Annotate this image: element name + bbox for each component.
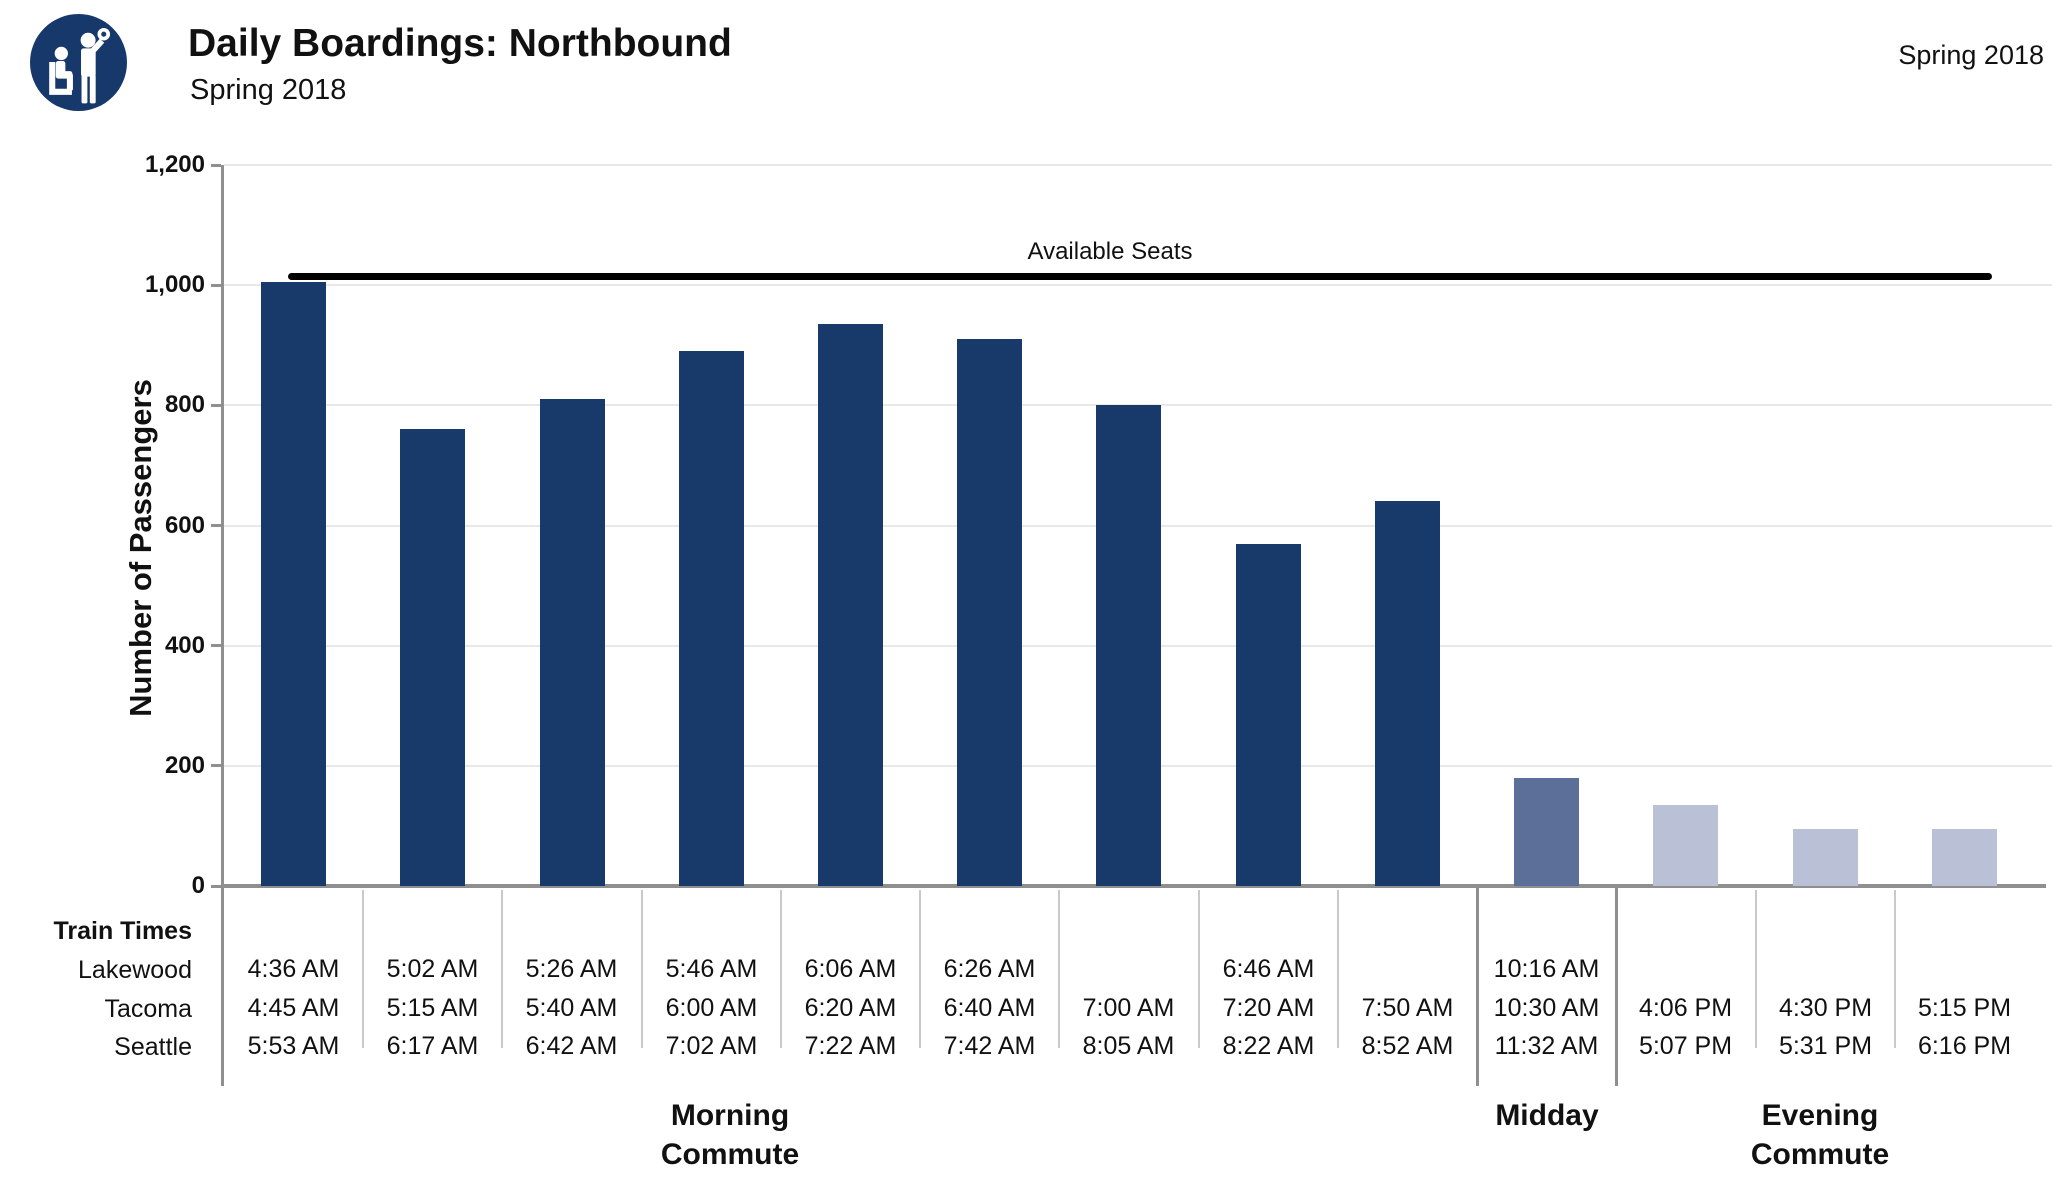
time-cell: 6:40 AM: [943, 994, 1036, 1022]
gridline: [224, 164, 2052, 166]
bar-morning-5: [818, 324, 883, 886]
time-cell: 8:52 AM: [1361, 1032, 1454, 1060]
row-label-seattle: Seattle: [114, 1033, 192, 1061]
group-divider: [1615, 886, 1618, 1086]
group-label-evening-commute: Evening Commute: [1750, 1099, 1890, 1171]
bar-morning-6: [957, 339, 1022, 886]
y-tick-mark: [211, 163, 221, 167]
column-divider: [780, 890, 782, 1048]
passenger-figures: [49, 27, 111, 104]
row-label-tacoma: Tacoma: [104, 995, 192, 1023]
bar-morning-4: [679, 351, 744, 886]
bar-morning-1: [261, 282, 326, 886]
group-divider: [1476, 886, 1479, 1086]
y-tick-label: 1,000: [144, 271, 205, 299]
time-cell: 7:22 AM: [804, 1032, 897, 1060]
column-divider: [1058, 890, 1060, 1048]
time-cell: 7:02 AM: [665, 1032, 758, 1060]
time-cell: 4:06 PM: [1638, 994, 1733, 1022]
y-tick-mark: [211, 884, 221, 888]
y-tick-mark: [211, 524, 221, 527]
bar-evening-12: [1793, 829, 1858, 886]
bar-morning-3: [540, 399, 605, 886]
y-tick-label: 600: [164, 511, 205, 539]
time-cell: 5:31 PM: [1778, 1032, 1873, 1060]
y-tick-mark: [211, 764, 221, 768]
time-cell: 5:15 AM: [386, 994, 479, 1022]
time-cell: 6:26 AM: [943, 955, 1036, 983]
time-cell: 5:07 PM: [1638, 1032, 1733, 1060]
bar-evening-11: [1653, 805, 1718, 886]
time-cell: 5:53 AM: [247, 1032, 340, 1060]
group-label-midday: Midday: [1495, 1099, 1599, 1132]
y-tick-label: 1,200: [144, 151, 205, 178]
page-title: Daily Boardings: Northbound: [188, 22, 732, 65]
y-tick-mark: [211, 403, 221, 407]
time-cell: 6:00 AM: [665, 994, 758, 1022]
corner-season-label: Spring 2018: [1898, 40, 2044, 70]
bar-morning-8: [1236, 544, 1301, 886]
time-cell: 6:42 AM: [525, 1032, 618, 1060]
y-axis-line: [221, 165, 224, 1086]
bar-morning-2: [400, 429, 465, 886]
y-tick-label: 800: [164, 391, 205, 419]
time-cell: 10:30 AM: [1493, 994, 1600, 1022]
time-cell: 5:46 AM: [665, 955, 758, 983]
time-cell: 4:30 PM: [1778, 994, 1873, 1022]
y-tick-mark: [211, 283, 221, 287]
time-cell: 5:26 AM: [525, 955, 618, 983]
transit-logo: [30, 14, 127, 111]
available-seats-label: Available Seats: [1027, 238, 1193, 265]
column-divider: [919, 890, 921, 1048]
y-tick-label: 200: [164, 751, 205, 779]
column-divider: [1755, 890, 1757, 1048]
y-tick-label: 0: [191, 872, 205, 899]
column-divider: [362, 890, 364, 1048]
time-cell: 6:16 PM: [1917, 1032, 2012, 1060]
train-times-header: Train Times: [53, 917, 193, 945]
time-cell: 7:50 AM: [1361, 994, 1454, 1022]
time-cell: 7:00 AM: [1082, 994, 1175, 1022]
time-cell: 8:05 AM: [1082, 1032, 1175, 1060]
time-cell: 4:45 AM: [247, 994, 340, 1022]
column-divider: [1337, 890, 1339, 1048]
time-cell: 7:20 AM: [1222, 994, 1315, 1022]
time-cell: 10:16 AM: [1493, 955, 1600, 983]
bar-morning-9: [1375, 501, 1440, 886]
column-divider: [1198, 890, 1200, 1048]
y-tick-label: 400: [164, 631, 205, 659]
time-cell: 6:06 AM: [804, 955, 897, 983]
column-divider: [501, 890, 503, 1048]
time-cell: 11:32 AM: [1494, 1032, 1599, 1060]
bar-evening-13: [1932, 829, 1997, 886]
group-label-morning-commute: Morning Commute: [660, 1099, 800, 1171]
time-cell: 5:40 AM: [525, 994, 618, 1022]
gridline: [224, 284, 2052, 287]
time-cell: 6:17 AM: [386, 1032, 479, 1060]
available-seats-line: [288, 273, 1992, 280]
bar-morning-7: [1096, 405, 1161, 886]
time-cell: 6:46 AM: [1222, 955, 1315, 983]
bar-midday-10: [1514, 778, 1579, 886]
time-cell: 8:22 AM: [1222, 1032, 1315, 1060]
x-axis-baseline: [221, 884, 2046, 888]
row-label-lakewood: Lakewood: [78, 956, 192, 984]
page-subtitle: Spring 2018: [190, 74, 347, 106]
time-cell: 6:20 AM: [804, 994, 897, 1022]
column-divider: [1894, 890, 1896, 1048]
y-tick-mark: [211, 644, 221, 648]
column-divider: [641, 890, 643, 1048]
time-cell: 5:15 PM: [1917, 994, 2012, 1022]
y-axis-title: Number of Passengers: [123, 379, 158, 717]
time-cell: 5:02 AM: [386, 955, 479, 983]
time-cell: 4:36 AM: [247, 955, 340, 983]
time-cell: 7:42 AM: [943, 1032, 1036, 1060]
